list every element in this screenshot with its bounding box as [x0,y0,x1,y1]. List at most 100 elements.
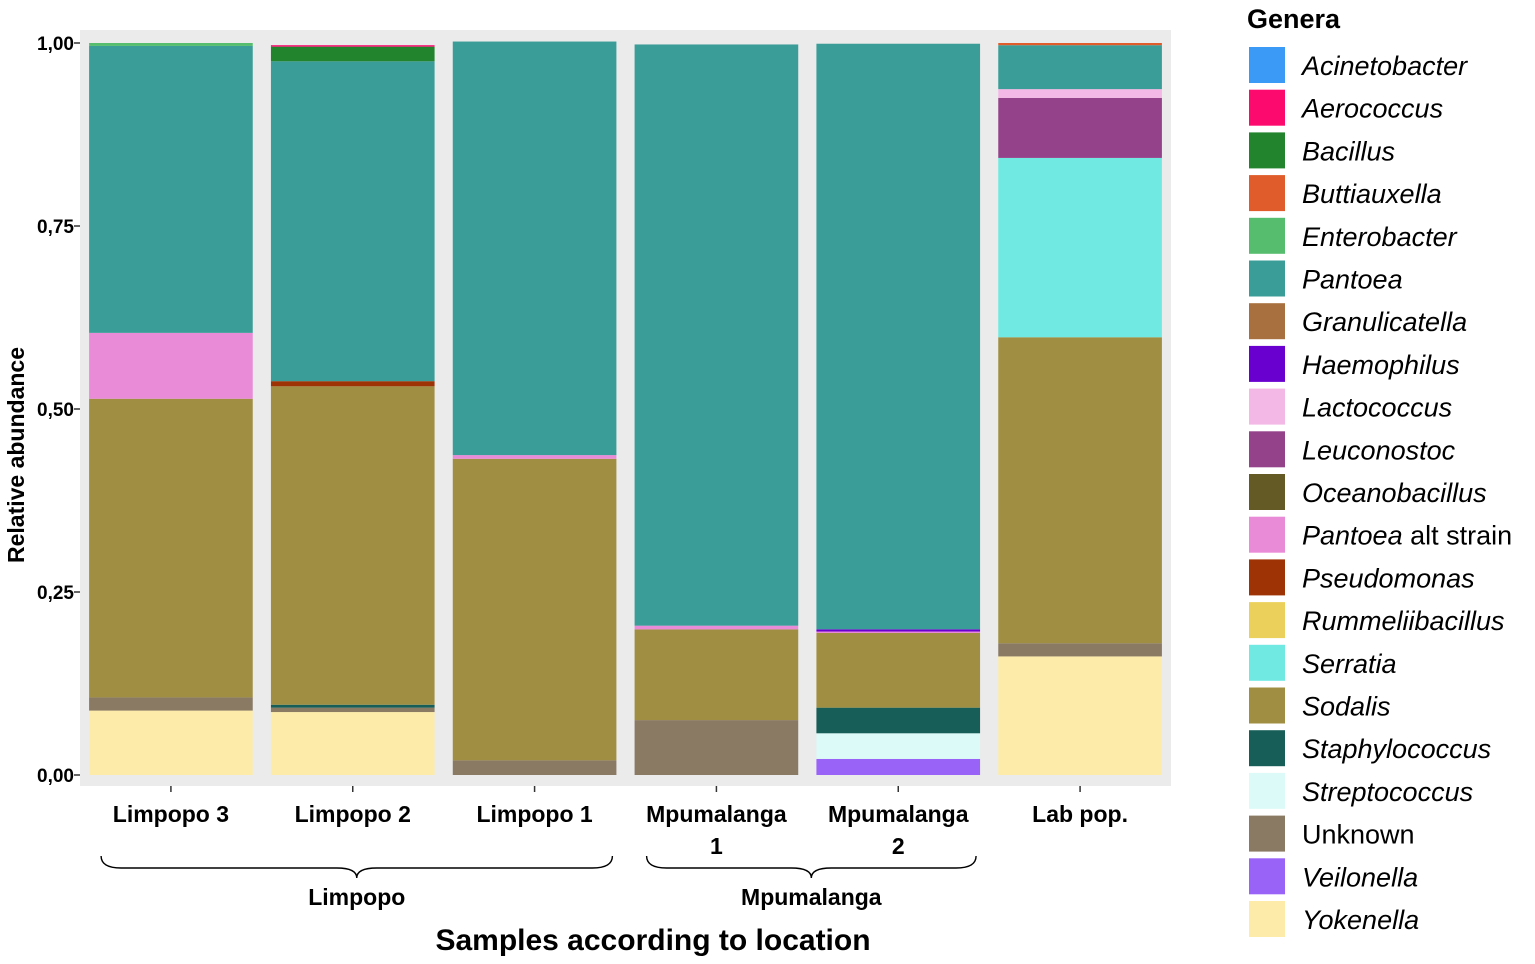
legend-label-pantoea: Pantoea [1302,265,1403,295]
legend-label-acinetobacter: Acinetobacter [1300,51,1468,81]
bar-segment-streptococcus-5 [816,733,981,759]
legend-label-aerococcus: Aerococcus [1300,94,1443,124]
x-tick-label: Mpumalanga [646,801,787,827]
x-tick-label: Limpopo 2 [295,801,411,827]
legend-title: Genera [1247,4,1341,34]
legend-key-streptococcus [1249,772,1285,809]
bar-segment-buttiauxella-6 [998,43,1162,46]
legend-label-bacillus: Bacillus [1302,136,1395,166]
bar-segment-staphylococcus-2 [270,704,435,708]
y-tick-label: 0,25 [37,583,74,604]
legend-key-buttiauxella [1249,175,1285,212]
legend-key-haemophilus [1249,345,1285,382]
bar-segment-pantoea-3 [452,41,617,456]
legend-key-aerococcus [1249,89,1285,126]
x-tick-label: Limpopo 1 [476,801,592,827]
group-label-mpumalanga: Mpumalanga [741,884,882,910]
bar-segment-enterobacter-1 [89,43,253,46]
legend-key-lactococcus [1249,388,1285,425]
legend-label-rummeliibacillus: Rummeliibacillus [1302,606,1505,636]
bar-segment-pseudomonas-2 [270,381,435,387]
y-axis: 0,00 0,25 0,50 0,75 1,00 [37,34,80,787]
plot-panel [80,30,1171,786]
legend-key-staphylococcus [1249,730,1285,767]
legend-label-pantoea-alt-strain: Pantoea alt strain [1302,521,1512,551]
legend-label-veilonella: Veilonella [1302,862,1418,892]
y-axis-title: Relative abundance [3,347,29,563]
legend-label-unknown: Unknown [1302,820,1415,850]
legend-key-veilonella [1249,858,1285,895]
bar-segment-veilonella-5 [816,758,981,775]
bar-segment-yokenella-1 [89,710,253,775]
legend-key-leuconostoc [1249,431,1285,468]
legend-label-staphylococcus: Staphylococcus [1302,734,1491,764]
legend-key-pantoea [1249,260,1285,297]
bar-segment-aerococcus-2 [270,45,435,47]
group-brackets: Limpopo Mpumalanga [100,855,977,910]
bar-segment-pantoea-2 [270,61,435,382]
legend-key-granulicatella [1249,303,1285,340]
bar-segment-yokenella-2 [270,712,435,775]
legend-label-buttiauxella: Buttiauxella [1302,179,1442,209]
legend-key-acinetobacter [1249,47,1285,83]
bar-segment-staphylococcus-5 [816,707,981,734]
legend-label-enterobacter: Enterobacter [1302,222,1458,252]
bar-segment-sodalis-3 [452,458,617,761]
bar-segment-unknown-2 [270,707,435,713]
bar-segment-bacillus-2 [270,46,435,62]
bar-segment-pantoea-4 [634,44,799,626]
bar-segment-leuconostoc-6 [998,97,1162,158]
legend-label-granulicatella: Granulicatella [1302,307,1467,337]
bar-segment-pantoea-5 [816,43,981,630]
bar-segment-yokenella-6 [998,656,1162,775]
legend-label-lactococcus: Lactococcus [1302,393,1452,423]
legend-key-bacillus [1249,132,1285,169]
x-tick-label-line2: 1 [710,833,723,859]
bar-segment-sodalis-1 [89,398,253,698]
legend-key-pantoea-alt-strain [1249,516,1285,553]
legend-key-serratia [1249,644,1285,681]
x-axis-title: Samples according to location [435,924,870,957]
y-tick-label: 0,00 [37,766,74,787]
legend-key-sodalis [1249,687,1285,724]
legend-label-serratia: Serratia [1302,649,1397,679]
bar-segment-pantoea-alt-strain-1 [89,332,253,399]
bar-segment-lactococcus-6 [998,89,1162,98]
legend-label-yokenella: Yokenella [1302,905,1419,935]
legend-label-sodalis: Sodalis [1302,692,1391,722]
bar-segment-unknown-3 [452,760,617,775]
legend-key-yokenella [1249,901,1285,937]
legend-label-haemophilus: Haemophilus [1302,350,1460,380]
bar-segment-unknown-4 [634,720,799,775]
bar-segment-sodalis-2 [270,386,435,705]
legend-key-rummeliibacillus [1249,602,1285,639]
group-bracket-limpopo [100,855,614,879]
bar-segment-pantoea-alt-strain-4 [634,625,799,630]
legend-label-streptococcus: Streptococcus [1302,777,1473,807]
y-tick-label: 0,50 [37,400,74,421]
legend-label-pseudomonas: Pseudomonas [1302,563,1475,593]
legend-key-pseudomonas [1249,559,1285,596]
x-tick-label: Mpumalanga [828,801,969,827]
bars-layer [89,41,1162,775]
bar-segment-pantoea-alt-strain-3 [452,455,617,459]
y-tick-label: 1,00 [37,34,74,55]
x-tick-label-line2: 2 [892,833,905,859]
x-tick-label: Lab pop. [1032,801,1128,827]
legend-key-unknown [1249,815,1285,852]
bar-segment-sodalis-5 [816,632,981,708]
bar-segment-sodalis-6 [998,337,1162,644]
group-bracket-mpumalanga [645,855,977,879]
x-axis: Limpopo 3 Limpopo 2 Limpopo 1 Mpumalanga 1 Mp… [113,786,1128,859]
legend-key-enterobacter [1249,217,1285,254]
y-tick-label: 0,75 [37,217,74,238]
bar-segment-sodalis-4 [634,629,799,721]
bar-segment-pantoea-alt-strain-5 [816,631,981,633]
bar-segment-serratia-6 [998,157,1162,338]
x-tick-label: Limpopo 3 [113,801,229,827]
bar-segment-haemophilus-5 [816,629,981,632]
bar-segment-unknown-6 [998,643,1162,657]
group-label-limpopo: Limpopo [308,884,405,910]
legend-label-oceanobacillus: Oceanobacillus [1302,478,1487,508]
